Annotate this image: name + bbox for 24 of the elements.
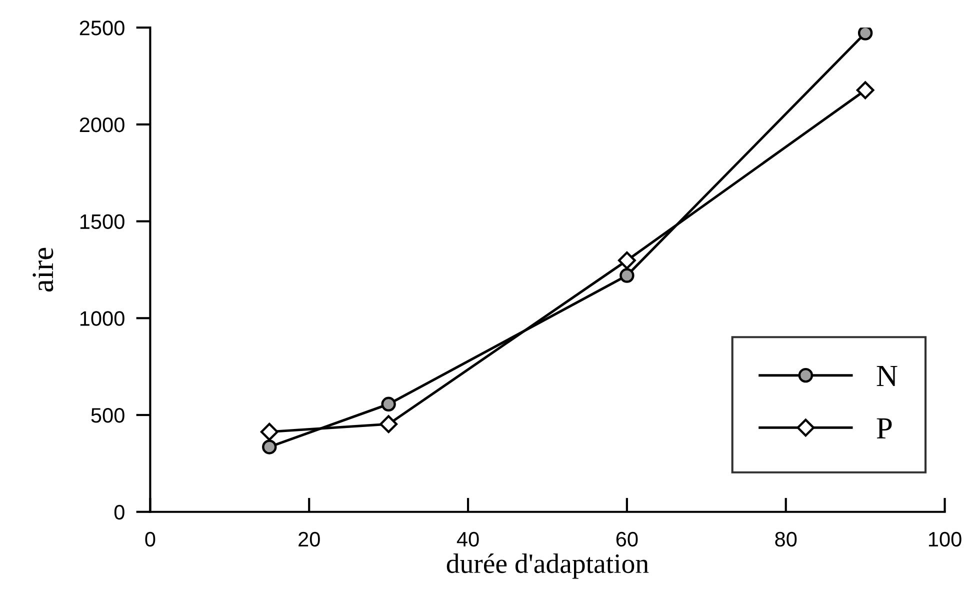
x-tick-label: 0 (145, 532, 156, 547)
legend-label: N (876, 366, 898, 386)
y-tick-label: 0 (114, 504, 124, 520)
point (620, 268, 634, 283)
legend-label: P (876, 418, 892, 438)
y-tick-label: 2000 (80, 117, 124, 132)
point (260, 422, 278, 441)
y-axis-title: aire (32, 248, 54, 292)
point (380, 415, 398, 434)
x-tick-label: 20 (298, 532, 320, 547)
point (381, 396, 396, 412)
point (856, 81, 874, 100)
x-tick-label: 60 (616, 532, 638, 547)
point (262, 440, 277, 454)
y-tick-label: 2500 (80, 20, 124, 36)
point (858, 28, 873, 40)
x-tick-label: 40 (456, 532, 479, 547)
point (618, 251, 636, 270)
x-tick-label: 100 (928, 532, 962, 547)
x-tick-label: 80 (775, 532, 797, 547)
y-tick-label: 500 (91, 408, 124, 423)
x-axis-title: durée d'adaptation (446, 554, 649, 579)
y-tick-label: 1000 (80, 311, 124, 326)
y-tick-label: 1500 (80, 214, 124, 230)
